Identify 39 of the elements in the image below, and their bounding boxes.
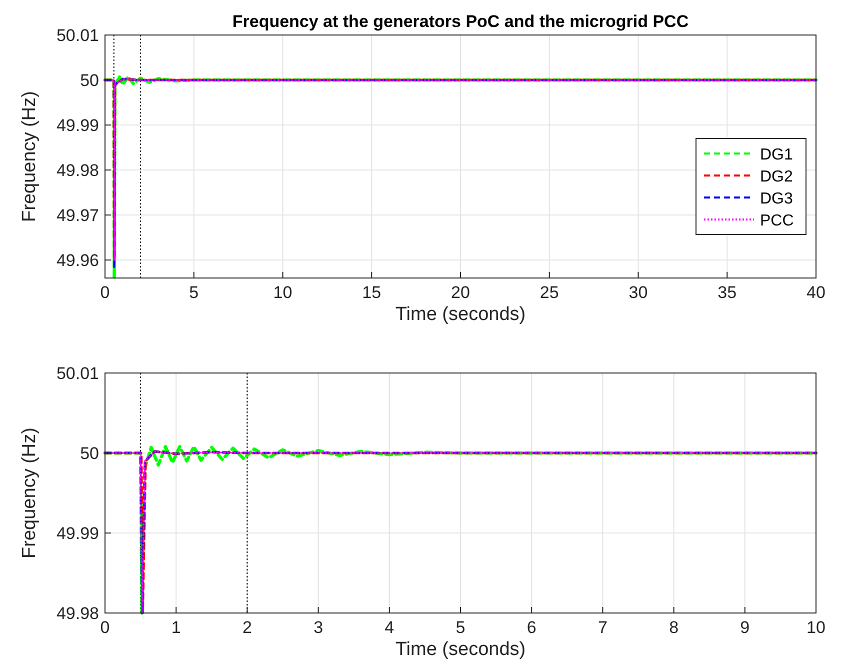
x-tick-label: 20 xyxy=(451,283,470,302)
x-tick-label: 4 xyxy=(384,618,394,637)
y-tick-label: 50 xyxy=(80,71,99,90)
x-tick-label: 0 xyxy=(100,618,110,637)
legend-label: DG1 xyxy=(760,146,793,164)
x-tick-label: 5 xyxy=(456,618,466,637)
y-tick-label: 49.96 xyxy=(56,251,99,270)
x-tick-label: 0 xyxy=(100,283,110,302)
y-tick-label: 50 xyxy=(80,444,99,463)
x-tick-label: 1 xyxy=(171,618,181,637)
legend-label: PCC xyxy=(760,212,794,230)
y-tick-label: 49.98 xyxy=(56,161,99,180)
x-tick-label: 8 xyxy=(669,618,679,637)
y-tick-label: 49.99 xyxy=(56,524,99,543)
x-tick-label: 2 xyxy=(242,618,252,637)
x-tick-label: 7 xyxy=(598,618,608,637)
x-tick-label: 5 xyxy=(189,283,199,302)
x-tick-label: 40 xyxy=(806,283,826,302)
y-tick-label: 49.98 xyxy=(56,604,99,623)
x-tick-label: 10 xyxy=(806,618,826,637)
chart-title: Frequency at the generators PoC and the microgrid PCC xyxy=(232,12,689,31)
x-tick-label: 25 xyxy=(540,283,559,302)
x-tick-label: 9 xyxy=(740,618,750,637)
x-tick-label: 35 xyxy=(718,283,737,302)
x-tick-label: 15 xyxy=(362,283,382,302)
x-tick-label: 6 xyxy=(526,618,536,637)
x-tick-label: 3 xyxy=(314,618,324,637)
x-tick-label: 30 xyxy=(628,283,648,302)
legend-label: DG3 xyxy=(760,190,793,208)
x-axis-title: Time (seconds) xyxy=(395,304,526,325)
legend-label: DG2 xyxy=(760,168,793,186)
y-axis-title: Frequency (Hz) xyxy=(19,91,40,222)
y-tick-label: 49.99 xyxy=(56,116,99,135)
y-tick-label: 49.97 xyxy=(56,206,99,225)
x-axis-title: Time (seconds) xyxy=(395,639,526,660)
y-axis-title: Frequency (Hz) xyxy=(19,428,40,558)
x-tick-label: 10 xyxy=(273,283,292,302)
y-tick-label: 50.01 xyxy=(56,364,99,383)
y-tick-label: 50.01 xyxy=(56,26,99,45)
